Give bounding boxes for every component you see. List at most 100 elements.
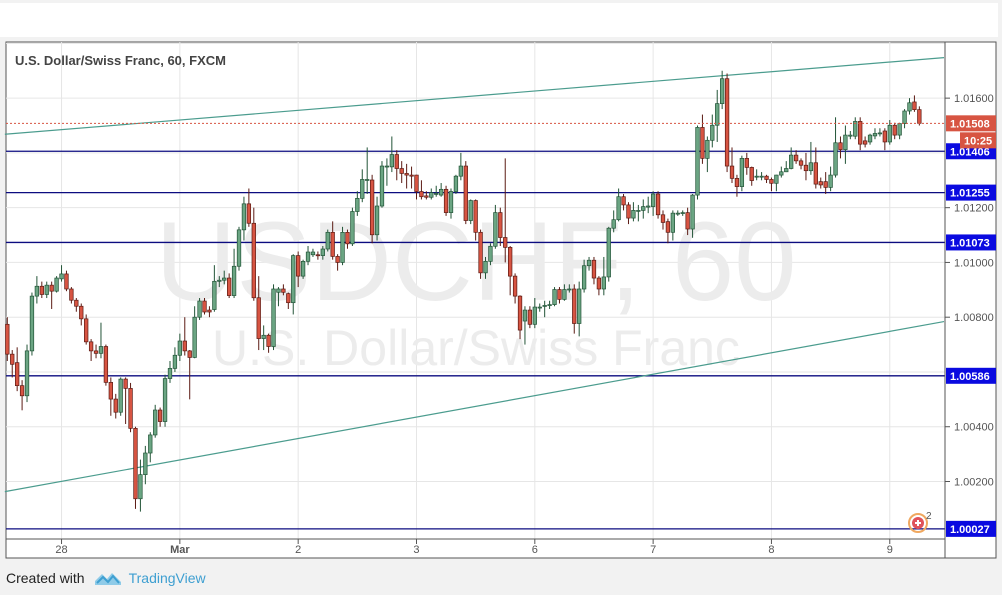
candle [325, 229, 330, 252]
candle [379, 161, 385, 208]
candle [10, 350, 15, 378]
candle-body [631, 210, 636, 219]
alert-clock-icon[interactable] [908, 513, 928, 533]
candle [251, 207, 256, 301]
candle [93, 344, 99, 359]
candle-body [29, 295, 35, 352]
candle [488, 243, 493, 266]
candle [458, 152, 464, 181]
candle [172, 347, 178, 372]
level-label-bg [946, 234, 996, 251]
candle [286, 292, 291, 309]
price-tick-label: 1.01600 [954, 93, 994, 105]
candle [231, 248, 237, 299]
watermark-name: U.S. Dollar/Swiss Franc [212, 320, 740, 376]
candle [522, 306, 528, 345]
candle [340, 226, 345, 266]
candle-body [330, 231, 335, 257]
candle [369, 174, 375, 244]
candle [581, 259, 587, 293]
candle [789, 147, 794, 170]
time-tick-label: 8 [768, 544, 774, 556]
candle [557, 287, 562, 304]
candle-body [789, 154, 794, 169]
candle [24, 344, 30, 403]
candle [192, 306, 197, 359]
candle [29, 292, 35, 356]
plus-icon [915, 520, 921, 526]
candle [128, 382, 133, 433]
candle-body [838, 142, 843, 150]
candle [719, 70, 725, 110]
candle-body [897, 123, 902, 136]
candle-body [103, 346, 109, 383]
candle-body [24, 350, 30, 397]
candle [749, 166, 754, 186]
candle [636, 204, 641, 222]
candle [700, 114, 705, 164]
candle [44, 281, 49, 299]
candle-body [227, 277, 232, 296]
candle [641, 199, 646, 219]
candle-body [586, 259, 592, 267]
candle [84, 314, 89, 345]
candle [547, 300, 552, 309]
candle-body [813, 162, 818, 185]
candle-body [522, 309, 528, 322]
candle-body [113, 398, 118, 413]
candle-body [15, 362, 20, 387]
candle-body [39, 285, 44, 295]
candle-body [729, 165, 735, 179]
candle-body [172, 354, 178, 369]
candle [261, 325, 266, 351]
candle-body [872, 133, 878, 137]
candle [843, 125, 848, 164]
candle [153, 404, 158, 438]
candle-body [912, 101, 917, 110]
candle [123, 377, 128, 424]
last-price-label: 1.01508 [950, 118, 990, 130]
candle [867, 133, 873, 145]
price-tick-label: 1.00400 [954, 422, 994, 434]
candle [779, 166, 784, 178]
chart-title: U.S. Dollar/Swiss Franc, 60, FXCM [15, 53, 226, 68]
candle-body [261, 334, 266, 339]
candle-body [192, 316, 197, 358]
candle-body [803, 164, 809, 172]
tradingview-link[interactable]: TradingView [128, 570, 206, 586]
candle [710, 114, 715, 148]
candle [157, 407, 163, 427]
candle [828, 166, 833, 192]
candle [690, 193, 695, 238]
candle [365, 147, 370, 194]
candle [660, 210, 666, 230]
candle-body [394, 154, 399, 169]
price-axis[interactable]: 1.01600 1.01200 1.01000 1.00800 1.00400 1.002… [945, 93, 994, 488]
candle-body [143, 452, 148, 476]
candle [236, 226, 242, 271]
candle-body [611, 219, 616, 229]
candle [813, 147, 818, 189]
candle [478, 229, 483, 279]
alert-badge[interactable]: 2 [908, 511, 932, 533]
candle [705, 136, 710, 173]
candle [887, 120, 892, 145]
level-label: 1.00586 [950, 371, 990, 383]
candle [877, 128, 883, 137]
candle-body [162, 378, 168, 422]
candle-body [369, 179, 375, 236]
candle-body [133, 428, 138, 500]
candle-body [749, 167, 754, 181]
time-axis[interactable]: 28 Mar 2 3 6 7 8 9 [55, 539, 893, 556]
price-tick-label: 1.01000 [954, 257, 994, 269]
candle-body [557, 289, 562, 300]
candle-body [315, 254, 321, 257]
candle [187, 350, 192, 400]
candle-body [552, 289, 557, 305]
tradingview-logo-icon[interactable] [94, 571, 121, 585]
candle [39, 281, 44, 299]
candle-body [246, 203, 252, 224]
footer: Created with TradingView [6, 568, 206, 588]
candle [143, 445, 148, 485]
